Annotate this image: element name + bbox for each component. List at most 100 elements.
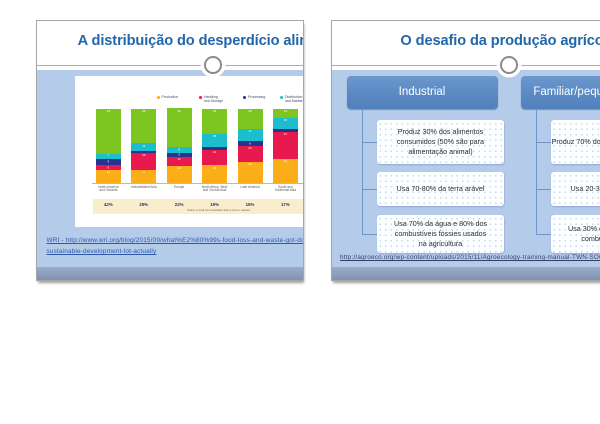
bar-segment-value: 23 — [142, 153, 146, 158]
legend-dot — [280, 95, 284, 99]
legend-label: Handling and Storage — [203, 95, 224, 104]
bar-segment: 21 — [202, 149, 228, 166]
slide-1-source-link[interactable]: WRI - http://www.wri.org/blog/2015/09/wh… — [46, 235, 304, 258]
bar-segment: 6 — [237, 141, 263, 146]
legend-dot — [243, 95, 247, 99]
percent-value: 19% — [210, 202, 219, 207]
connector-vertical — [536, 108, 537, 234]
bar-segment: 17 — [131, 169, 157, 183]
stacked-bar: 28 22 6 17 28 — [237, 108, 263, 183]
legend-item: Processing — [243, 95, 265, 99]
legend-item: Distribution and Market — [280, 95, 303, 104]
smartart-box-text: Usa 20-30% da terra arável — [570, 183, 600, 193]
bar-segment: 34 — [202, 108, 228, 134]
legend-label: Distribution and Market — [284, 95, 303, 104]
bar-segment-value: 9 — [178, 147, 181, 152]
bar-segment-value: 52 — [177, 108, 181, 113]
bar-segment-value: 17 — [248, 129, 252, 134]
bar-segment-value: 34 — [212, 108, 217, 113]
bar-segment-value: 12 — [177, 157, 181, 162]
legend-item: Production — [156, 95, 179, 99]
slide-1-footer-band — [36, 267, 303, 280]
smartart-box-text: Usa 70% da água e 80% dos combustíveis fó… — [393, 219, 488, 248]
bar-segment-value: 46 — [142, 109, 146, 114]
bar-segment: 13 — [272, 108, 298, 119]
category-label: Sub-SaharanAfrica — [303, 186, 304, 194]
chart-percent-band — [92, 199, 303, 214]
bar-segment: 52 — [166, 108, 192, 147]
chart-axis-line — [91, 183, 303, 184]
bar-segment: 11 — [131, 143, 157, 152]
bar-segment-value: 23 — [212, 165, 217, 170]
smartart-box: Produz 30% dos alimentos consumidos (50% … — [377, 120, 504, 164]
bar-segment-value: 17 — [106, 170, 111, 175]
bar-segment: 5 — [166, 152, 192, 157]
slide-1-title: A distribuição do desperdício alimentar — [77, 33, 303, 49]
legend-dot — [199, 95, 203, 99]
percent-value: 17% — [280, 202, 290, 207]
bar-segment: 17 — [95, 169, 121, 183]
bar-segment: 15 — [272, 118, 298, 129]
smartart-box: Produz 70% dos alimentos consumidos — [551, 120, 600, 164]
smartart-column-header: Industrial — [346, 75, 498, 109]
slide-thumbnail-1[interactable]: A distribuição do desperdício alimentar … — [35, 19, 304, 281]
connector-horizontal — [536, 188, 551, 190]
smartart-box-text: Produz 70% dos alimentos consumidos — [551, 136, 600, 146]
slide-2-footer-band — [332, 267, 600, 280]
bar-segment-value: 37 — [283, 132, 288, 137]
bar-segment-value: 7 — [107, 153, 110, 158]
stacked-bar: 17 23 11 46 — [131, 109, 157, 183]
bar-segment: 32 — [272, 159, 298, 183]
bar-segment: 18 — [202, 133, 228, 147]
bar-segment: 23 — [131, 152, 157, 170]
percent-value: 42% — [103, 202, 113, 207]
smartart-box-text: Produz 30% dos alimentos consumidos (50% … — [396, 126, 485, 156]
source-link-line-2[interactable]: sustainable-development-lot-actually — [46, 248, 157, 256]
connector-vertical — [362, 108, 363, 234]
slide-1: A distribuição do desperdício alimentar … — [36, 20, 304, 280]
legend-dot — [156, 95, 160, 99]
bar-segment: 12 — [166, 156, 192, 166]
connector-horizontal — [362, 188, 377, 190]
bar-segment-value: 11 — [142, 143, 146, 148]
legend-label: Production — [161, 95, 179, 99]
bar-segment: 6 — [95, 165, 121, 170]
bar-segment-value: 32 — [283, 159, 288, 164]
category-label: Latin America — [240, 184, 260, 189]
bar-segment: 9 — [166, 146, 192, 154]
slide-2-source-link[interactable]: http://agroeco.org/wp-content/uploads/20… — [340, 254, 600, 261]
percent-value: 25% — [139, 202, 149, 207]
bar-segment — [131, 151, 157, 153]
bar-segment-value: 28 — [248, 108, 252, 113]
smartart-box: Usa 20-30% da terra arável — [551, 171, 600, 206]
bar-segment-value: 17 — [142, 170, 146, 175]
bar-segment: 22 — [237, 145, 263, 162]
connector-horizontal — [536, 141, 551, 143]
bar-segment: 9 — [95, 158, 121, 166]
bar-segment-value: 21 — [212, 150, 217, 155]
bar-segment-value: 6 — [107, 165, 110, 170]
smartart-column-header: Familiar/pequena escala — [520, 75, 600, 109]
bar-segment-value: 13 — [283, 108, 288, 113]
category-label: Industrialized Asia — [130, 184, 157, 189]
legend-dot — [303, 96, 304, 99]
category-label: Europe — [174, 184, 185, 189]
bar-segment: 37 — [272, 131, 298, 160]
stacked-bar: 23 21 18 34 — [202, 108, 228, 183]
source-link-line-1[interactable]: WRI - http://www.wri.org/blog/2015/09/wh… — [46, 237, 304, 244]
chart-bars: 17 6 9 7 61 17 23 11 46 23 12 5 9 52 23 21 18 34 28 22 6 17 28… — [75, 108, 303, 183]
smartart-box-text: Usa 70-80% da terra arável — [396, 183, 485, 193]
bar-segment-value: 61 — [106, 108, 111, 113]
slide-2-title: O desafio da produção agrícola — [400, 33, 600, 49]
bar-segment-value: 22 — [248, 146, 252, 151]
percent-value: 22% — [174, 202, 184, 207]
stacked-bar: 32 37 15 13 — [272, 108, 298, 183]
bar-segment-value: 15 — [283, 118, 288, 123]
percent-value: 23% — [303, 202, 304, 207]
category-label: North America and Oceania — [98, 184, 119, 193]
theme-circle-ornament — [204, 55, 222, 74]
bar-segment-value: 5 — [178, 152, 181, 157]
bar-segment: 28 — [237, 108, 263, 130]
slide-thumbnail-2[interactable]: O desafio da produção agrícola Industria… — [331, 19, 600, 281]
